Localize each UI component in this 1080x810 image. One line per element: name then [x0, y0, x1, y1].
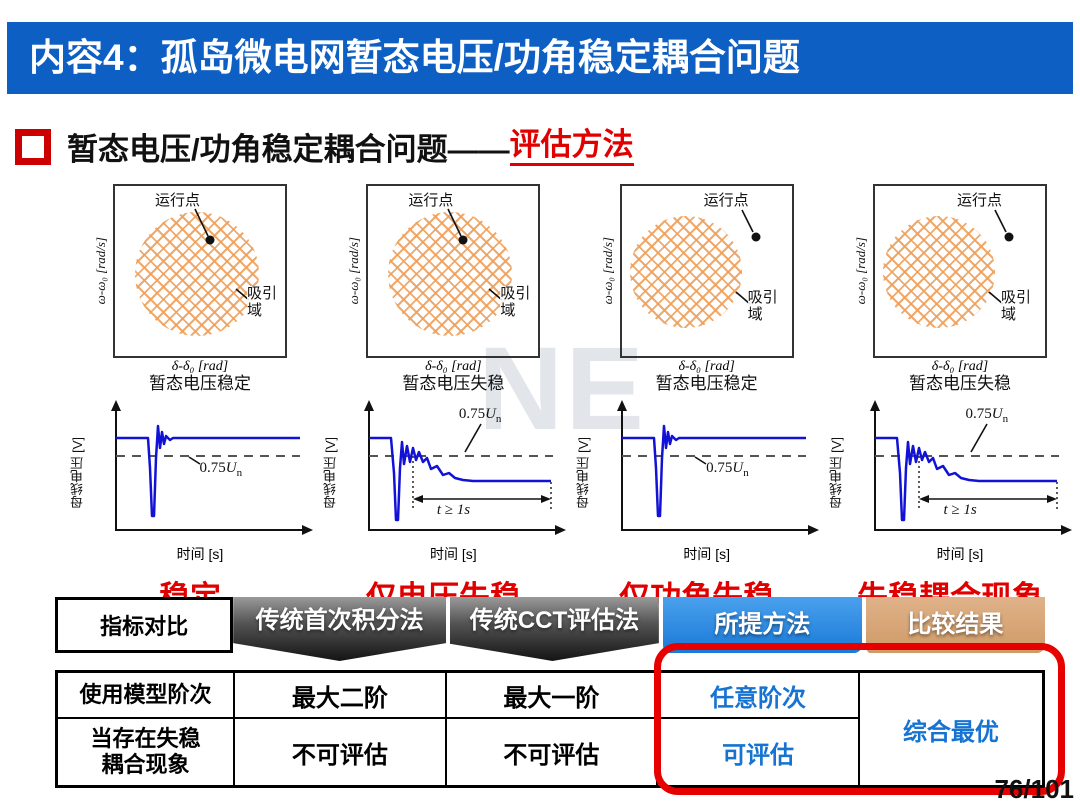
- threshold-label: 0.75Un: [199, 459, 243, 479]
- duration-label: t ≥ 1s: [943, 501, 977, 518]
- cell-model-order-first-integral: 最大二阶: [235, 673, 447, 719]
- voltage-x-axis-label: 时间 [s]: [429, 545, 477, 562]
- phase-caption: 暂态电压失稳: [908, 374, 1011, 393]
- row-label-model-order: 使用模型阶次: [58, 673, 236, 719]
- page-number: 76/101: [994, 774, 1074, 804]
- slide-title-bar: 内容4：孤岛微电网暂态电压/功角稳定耦合问题: [7, 22, 1073, 94]
- cell-model-order-cct: 最大一阶: [446, 673, 659, 719]
- watermark: NE: [478, 323, 646, 455]
- panel-coupled-unstable: ω-ω₀ [rad/s] 运行点 吸引域 δ-δ₀ [rad] 暂态电压失稳 母…: [826, 184, 1074, 617]
- voltage-plot-figure: [363, 399, 566, 535]
- attraction-domain-label: 吸引域: [747, 289, 782, 324]
- phase-x-axis-label: δ-δ₀ [rad]: [425, 359, 482, 374]
- voltage-x-axis-label: 时间 [s]: [936, 545, 984, 562]
- column-banner-result: 比较结果: [861, 597, 1045, 653]
- cell-model-order-proposed: 任意阶次: [658, 673, 860, 719]
- red-square-bullet-icon: [15, 128, 51, 165]
- cell-coupled-cct: 不可评估: [446, 719, 659, 785]
- column-banner-cct: 传统CCT评估法: [446, 597, 659, 661]
- voltage-plot-figure: [617, 399, 820, 535]
- phase-y-axis-label: ω-ω₀ [rad/s]: [93, 237, 108, 305]
- phase-plot: 运行点 吸引域: [113, 184, 287, 358]
- threshold-label: 0.75Un: [965, 405, 1009, 425]
- phase-y-axis-label: ω-ω₀ [rad/s]: [346, 237, 362, 305]
- cell-overall-result: 综合最优: [859, 673, 1042, 785]
- row-label-coupled-instability: 当存在失稳 耦合现象: [58, 719, 236, 785]
- phase-caption: 暂态电压失稳: [402, 374, 505, 393]
- operating-point-dot: [205, 235, 215, 245]
- cell-coupled-first-integral: 不可评估: [235, 719, 447, 785]
- voltage-plot: 0.75Un: [88, 398, 313, 548]
- voltage-plot-figure: [870, 399, 1073, 535]
- voltage-y-axis-label: 母线电压 [V]: [829, 436, 845, 509]
- voltage-x-axis-label: 时间 [s]: [176, 545, 224, 562]
- phase-y-axis-label: ω-ω₀ [rad/s]: [852, 237, 868, 305]
- attraction-domain-region: [882, 216, 995, 328]
- phase-plot-figure: [988, 209, 1014, 305]
- attraction-domain-region: [629, 216, 742, 328]
- attraction-domain-region: [135, 212, 259, 336]
- attraction-domain-label: 吸引域: [500, 285, 535, 320]
- operating-point-label: 运行点: [956, 192, 1002, 209]
- panel-angle-unstable: ω-ω₀ [rad/s] 运行点 吸引域 δ-δ₀ [rad] 暂态电压稳定 母…: [573, 184, 821, 617]
- operating-point-label: 运行点: [703, 192, 749, 209]
- voltage-plot: 0.75Un t ≥ 1s: [847, 398, 1073, 548]
- section-heading: 暂态电压/功角稳定耦合问题—— 评估方法: [15, 124, 634, 169]
- phase-x-axis-label: δ-δ₀ [rad]: [171, 359, 229, 374]
- operating-point-label: 运行点: [408, 192, 454, 209]
- phase-plot: 运行点 吸引域: [872, 184, 1047, 358]
- voltage-y-axis-label: 母线电压 [V]: [322, 436, 338, 509]
- duration-label: t ≥ 1s: [436, 501, 471, 518]
- table-body: 使用模型阶次 最大二阶 最大一阶 任意阶次 综合最优 当存在失稳 耦合现象 不可…: [55, 670, 1045, 788]
- phase-plot-figure: [194, 208, 250, 301]
- operating-point-label: 运行点: [155, 192, 201, 209]
- phase-y-axis-label: ω-ω₀ [rad/s]: [599, 237, 615, 305]
- attraction-domain-label: 吸引域: [247, 285, 281, 320]
- voltage-plot: 0.75Un t ≥ 1s: [341, 398, 566, 548]
- threshold-label: 0.75Un: [706, 459, 749, 479]
- phase-plot: 运行点 吸引域: [619, 184, 794, 358]
- panel-stable: ω-ω₀ [rad/s] 运行点 吸引域 δ-δ₀ [rad] 暂态电压稳定 母…: [66, 184, 314, 617]
- operating-point-dot: [1004, 232, 1014, 242]
- heading-highlight: 评估方法: [509, 127, 634, 166]
- voltage-plot: 0.75Un: [594, 398, 820, 548]
- attraction-domain-label: 吸引域: [1000, 289, 1035, 324]
- table-header-row: 指标对比 传统首次积分法 传统CCT评估法 所提方法 比较结果: [55, 597, 1045, 661]
- scenario-panels: ω-ω₀ [rad/s] 运行点 吸引域 δ-δ₀ [rad] 暂态电压稳定 母…: [66, 184, 1074, 617]
- phase-plot: 运行点 吸引域: [366, 184, 541, 358]
- column-banner-proposed: 所提方法: [658, 597, 862, 653]
- voltage-y-axis-label: 母线电压 [V]: [69, 436, 85, 509]
- phase-x-axis-label: δ-δ₀ [rad]: [678, 359, 735, 374]
- voltage-plot-figure: [110, 399, 313, 535]
- panel-voltage-unstable: ω-ω₀ [rad/s] 运行点 吸引域 δ-δ₀ [rad] 暂态电压失稳 母…: [319, 184, 567, 617]
- phase-plot-figure: [735, 209, 761, 305]
- phase-x-axis-label: δ-δ₀ [rad]: [931, 359, 989, 374]
- operating-point-dot: [458, 235, 468, 245]
- voltage-x-axis-label: 时间 [s]: [683, 545, 730, 562]
- phase-caption: 暂态电压稳定: [149, 374, 251, 393]
- cell-coupled-proposed: 可评估: [658, 719, 860, 785]
- threshold-label: 0.75Un: [458, 405, 502, 425]
- column-banner-first-integral: 传统首次积分法: [233, 597, 447, 661]
- voltage-y-axis-label: 母线电压 [V]: [576, 436, 592, 509]
- phase-plot-figure: [447, 208, 503, 301]
- comparison-table: 指标对比 传统首次积分法 传统CCT评估法 所提方法 比较结果 使用模型阶次 最…: [55, 597, 1065, 795]
- phase-caption: 暂态电压稳定: [655, 374, 758, 393]
- heading-text: 暂态电压/功角稳定耦合问题——: [67, 132, 510, 167]
- operating-point-dot: [751, 232, 761, 242]
- attraction-domain-region: [388, 212, 513, 336]
- table-corner-cell: 指标对比: [55, 597, 234, 653]
